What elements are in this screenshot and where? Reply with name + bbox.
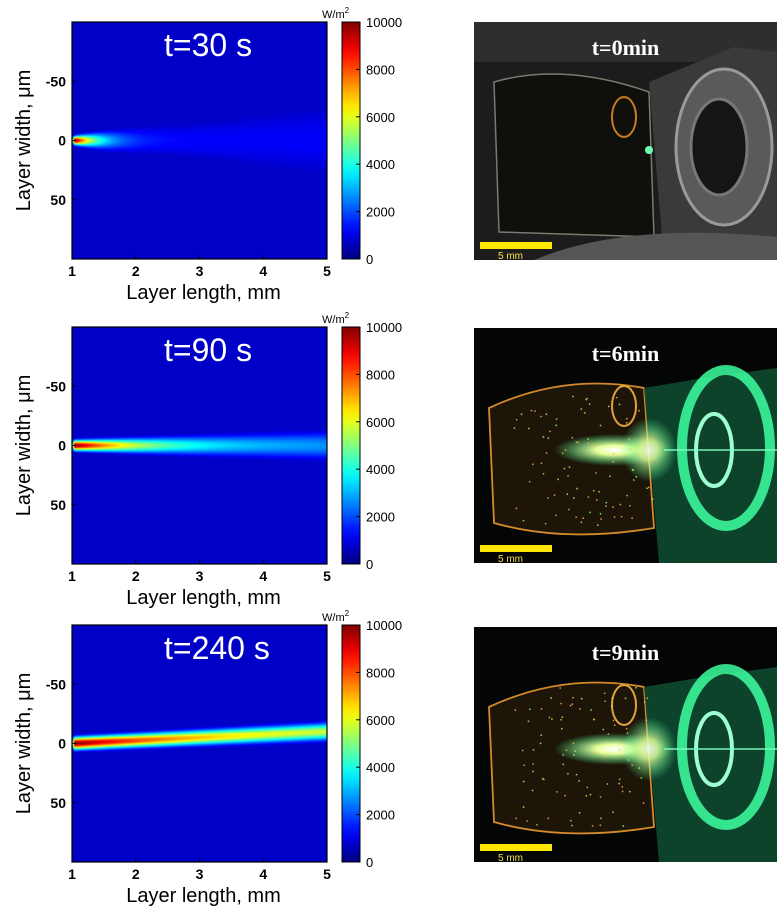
colorbar-unit: W/m2: [322, 311, 350, 326]
y-tick-label: -50: [46, 73, 66, 89]
colorbar-tick-label: 8000: [366, 665, 395, 680]
y-tick-label: 50: [50, 192, 66, 208]
heatmap-panel: t=240 s 1 2 3 4 5 -50 0 50 Layer length, mm Layer …: [13, 609, 402, 907]
photo-time-label: t=9min: [592, 640, 660, 665]
colorbar-tick-label: 10000: [366, 320, 402, 335]
heatmap-panel: t=90 s 1 2 3 4 5 -50 0 50 Layer length, mm Layer w…: [13, 311, 402, 609]
colorbar-tick-label: 0: [366, 252, 373, 267]
panel-label: t=240 s: [164, 630, 270, 666]
x-axis-label: Layer length, mm: [126, 587, 281, 609]
y-axis-label: Layer width, μm: [13, 375, 35, 517]
x-tick-label: 4: [259, 568, 267, 584]
colorbar-unit: W/m2: [322, 6, 350, 21]
colorbar-tick-label: 8000: [366, 367, 395, 382]
heatmap-image: [72, 625, 327, 862]
x-axis-label: Layer length, mm: [126, 885, 281, 907]
x-tick-label: 1: [68, 568, 76, 584]
y-tick-label: 0: [58, 133, 66, 149]
colorbar-tick-label: 6000: [366, 713, 395, 728]
colorbar-tick-label: 0: [366, 855, 373, 870]
y-tick-label: -50: [46, 676, 66, 692]
scale-bar: [480, 242, 552, 249]
y-tick-label: 50: [50, 795, 66, 811]
colorbar-tick-label: 4000: [366, 462, 395, 477]
scale-bar-label: 5 mm: [498, 853, 523, 864]
experiment-photo: t=6min 5 mm: [474, 328, 777, 565]
colorbar: [341, 21, 361, 260]
colorbar-tick-label: 0: [366, 557, 373, 572]
photo-time-label: t=6min: [592, 341, 660, 366]
x-tick-label: 5: [323, 866, 331, 882]
x-tick-label: 3: [196, 263, 204, 279]
panel-label: t=30 s: [164, 27, 252, 63]
scale-bar: [480, 545, 552, 552]
x-tick-label: 2: [132, 866, 140, 882]
colorbar: [341, 624, 361, 863]
photo-time-label: t=0min: [592, 35, 660, 60]
y-axis-label: Layer width, μm: [13, 70, 35, 212]
x-tick-label: 5: [323, 568, 331, 584]
x-tick-label: 4: [259, 263, 267, 279]
heatmap-panel: t=30 s 1 2 3 4 5 -50 0 50 Layer length, mm Layer w…: [13, 6, 402, 304]
x-tick-label: 4: [259, 866, 267, 882]
x-tick-label: 2: [132, 568, 140, 584]
heatmap-image: [72, 22, 327, 259]
colorbar-tick-label: 6000: [366, 110, 395, 125]
y-tick-label: -50: [46, 378, 66, 394]
heatmap-image: [72, 327, 327, 564]
colorbar-tick-label: 6000: [366, 415, 395, 430]
experiment-photo: t=9min 5 mm: [474, 627, 777, 864]
x-tick-label: 3: [196, 866, 204, 882]
colorbar-tick-label: 10000: [366, 15, 402, 30]
scale-bar-label: 5 mm: [498, 251, 523, 262]
colorbar-tick-label: 2000: [366, 205, 395, 220]
x-tick-label: 5: [323, 263, 331, 279]
colorbar-tick-label: 2000: [366, 510, 395, 525]
x-tick-label: 1: [68, 866, 76, 882]
colorbar-tick-label: 4000: [366, 760, 395, 775]
colorbar-tick-label: 2000: [366, 808, 395, 823]
x-tick-label: 3: [196, 568, 204, 584]
x-tick-label: 2: [132, 263, 140, 279]
colorbar: [341, 326, 361, 565]
y-tick-label: 0: [58, 438, 66, 454]
experiment-photo: t=0min 5 mm: [474, 22, 777, 262]
colorbar-tick-label: 10000: [366, 618, 402, 633]
y-tick-label: 50: [50, 497, 66, 513]
panel-label: t=90 s: [164, 332, 252, 368]
colorbar-tick-label: 8000: [366, 62, 395, 77]
y-tick-label: 0: [58, 736, 66, 752]
colorbar-tick-label: 4000: [366, 157, 395, 172]
scale-bar: [480, 844, 552, 851]
y-axis-label: Layer width, μm: [13, 673, 35, 815]
colorbar-unit: W/m2: [322, 609, 350, 624]
scale-bar-label: 5 mm: [498, 554, 523, 565]
x-tick-label: 1: [68, 263, 76, 279]
x-axis-label: Layer length, mm: [126, 282, 281, 304]
